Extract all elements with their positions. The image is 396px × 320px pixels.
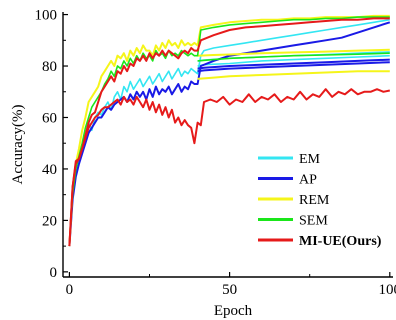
series-line-em-2 (197, 54, 390, 67)
series-line-mi-ue-ours-1 (68, 17, 390, 247)
axes: 0 20 40 60 80 100 0 50 100 Epoch Accuracy(%) (10, 8, 396, 319)
legend-label: SEM (299, 214, 328, 229)
series-line-rem-3 (197, 48, 390, 57)
plot-lines (68, 14, 391, 247)
series-line-rem-1 (68, 14, 390, 247)
series-line-mi-ue-ours-2 (68, 88, 390, 247)
legend-label: EM (299, 152, 321, 167)
x-tick-label: 0 (66, 282, 74, 298)
y-tick-label: 20 (42, 213, 57, 229)
legend-label: REM (299, 193, 330, 208)
legend: EM AP REM SEM MI-UE(Ours) (258, 152, 382, 249)
x-tick-label: 50 (222, 282, 237, 298)
y-tick-label: 80 (42, 59, 57, 75)
y-tick-label: 0 (50, 265, 58, 281)
series-line-ap-3 (197, 61, 390, 73)
y-tick-label: 100 (35, 8, 58, 24)
series-line-rem-2 (197, 70, 390, 80)
series-line-em-1 (68, 18, 390, 247)
series-line-sem-2 (197, 52, 390, 62)
y-axis-title: Accuracy(%) (10, 105, 26, 185)
x-tick-label: 100 (379, 282, 396, 298)
y-tick-label: 40 (42, 162, 57, 178)
legend-label: MI-UE(Ours) (299, 234, 382, 249)
series-line-ap-2 (197, 58, 390, 70)
x-axis-title: Epoch (214, 303, 253, 319)
y-tick-label: 60 (42, 110, 57, 126)
legend-label: AP (299, 173, 317, 188)
